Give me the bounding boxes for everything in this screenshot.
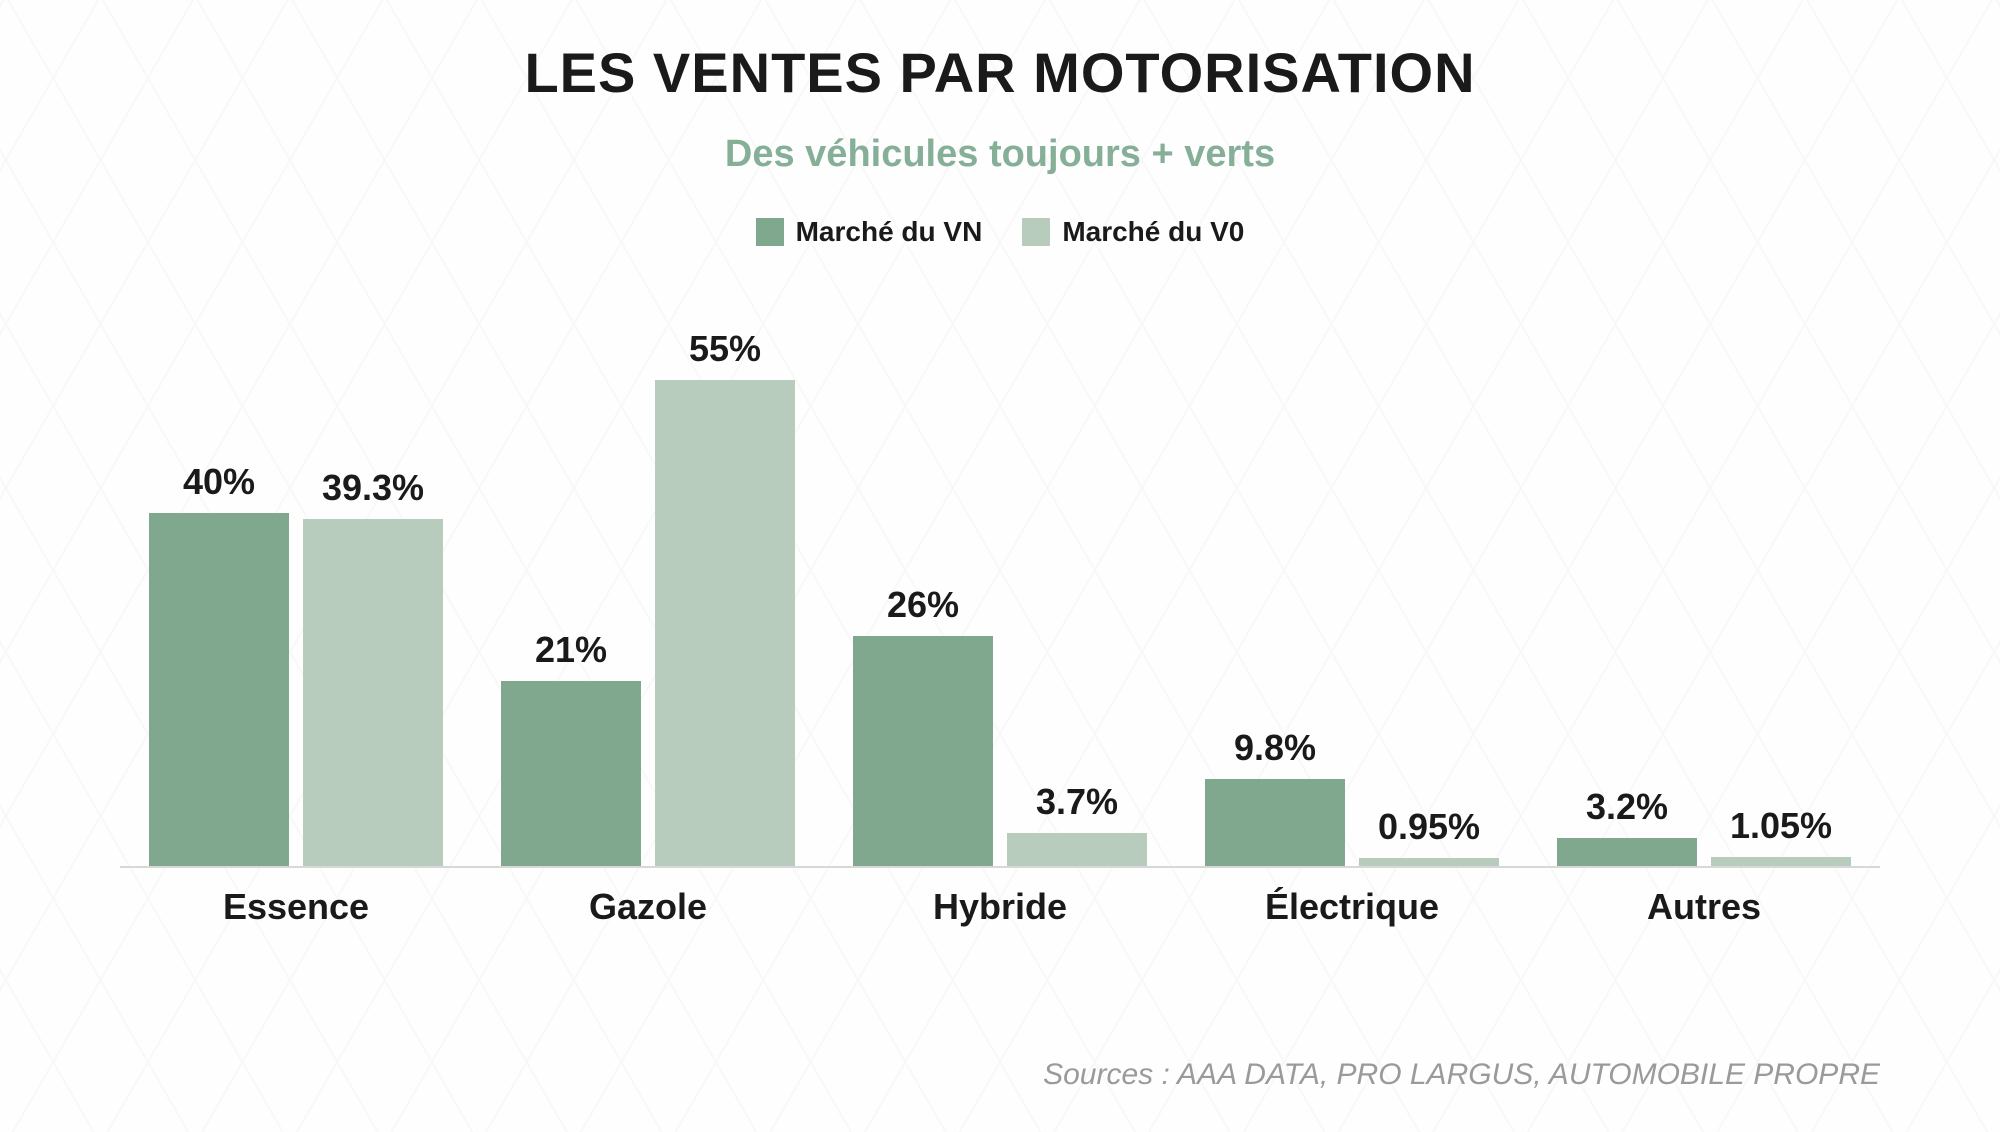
bar-rect	[1557, 838, 1697, 866]
bar: 9.8%	[1205, 727, 1345, 866]
legend-item-vn: Marché du VN	[756, 216, 983, 248]
bar: 1.05%	[1711, 805, 1851, 866]
bar-value-label: 0.95%	[1378, 806, 1480, 848]
bar: 3.7%	[1007, 781, 1147, 866]
bar-rect	[1205, 779, 1345, 866]
bar-group: 9.8% 0.95%	[1176, 727, 1528, 866]
plot-region: 40% 39.3% 21% 55% 26% 3.7% 9.8% 0.95% 3.2% 1.05%	[120, 278, 1880, 868]
bar-rect	[655, 380, 795, 866]
bar: 39.3%	[303, 467, 443, 866]
bar-rect	[149, 513, 289, 866]
chart-container: LES VENTES PAR MOTORISATION Des véhicule…	[0, 0, 2000, 1132]
category-label: Autres	[1647, 886, 1761, 928]
bar-group: 3.2% 1.05%	[1528, 786, 1880, 866]
bar-rect	[1007, 833, 1147, 866]
bar-value-label: 39.3%	[322, 467, 424, 509]
bar-rect	[303, 519, 443, 866]
chart-subtitle: Des véhicules toujours + verts	[725, 133, 1275, 176]
x-axis: Essence Gazole Hybride Électrique Autres	[120, 868, 1880, 958]
bar: 21%	[501, 629, 641, 867]
legend-swatch-vn	[756, 218, 784, 246]
chart-title: LES VENTES PAR MOTORISATION	[524, 40, 1475, 105]
bar-value-label: 9.8%	[1234, 727, 1316, 769]
bar-group: 21% 55%	[472, 328, 824, 866]
bar-group: 40% 39.3%	[120, 461, 472, 866]
bar: 40%	[149, 461, 289, 866]
bar-value-label: 21%	[535, 629, 607, 671]
bar-rect	[1359, 858, 1499, 866]
category-label: Électrique	[1265, 886, 1439, 928]
bar: 55%	[655, 328, 795, 866]
category-label: Hybride	[933, 886, 1067, 928]
bar: 26%	[853, 584, 993, 866]
bar-value-label: 26%	[887, 584, 959, 626]
bar-value-label: 55%	[689, 328, 761, 370]
bar-rect	[501, 681, 641, 867]
legend-item-v0: Marché du V0	[1022, 216, 1244, 248]
category-label: Essence	[223, 886, 369, 928]
bar-rect	[1711, 857, 1851, 866]
legend: Marché du VN Marché du V0	[756, 216, 1245, 248]
bar-rect	[853, 636, 993, 866]
bar-value-label: 40%	[183, 461, 255, 503]
bar: 0.95%	[1359, 806, 1499, 866]
bar-value-label: 3.7%	[1036, 781, 1118, 823]
bar-value-label: 3.2%	[1586, 786, 1668, 828]
bar-value-label: 1.05%	[1730, 805, 1832, 847]
bar: 3.2%	[1557, 786, 1697, 866]
bar-group: 26% 3.7%	[824, 584, 1176, 866]
legend-label-v0: Marché du V0	[1062, 216, 1244, 248]
chart-area: 40%39.3%21%55%26%3.7%9.8%0.95%3.2%1.05% …	[120, 278, 1880, 958]
category-label: Gazole	[589, 886, 707, 928]
legend-swatch-v0	[1022, 218, 1050, 246]
legend-label-vn: Marché du VN	[796, 216, 983, 248]
sources-note: Sources : AAA DATA, PRO LARGUS, AUTOMOBI…	[1043, 1058, 1880, 1092]
